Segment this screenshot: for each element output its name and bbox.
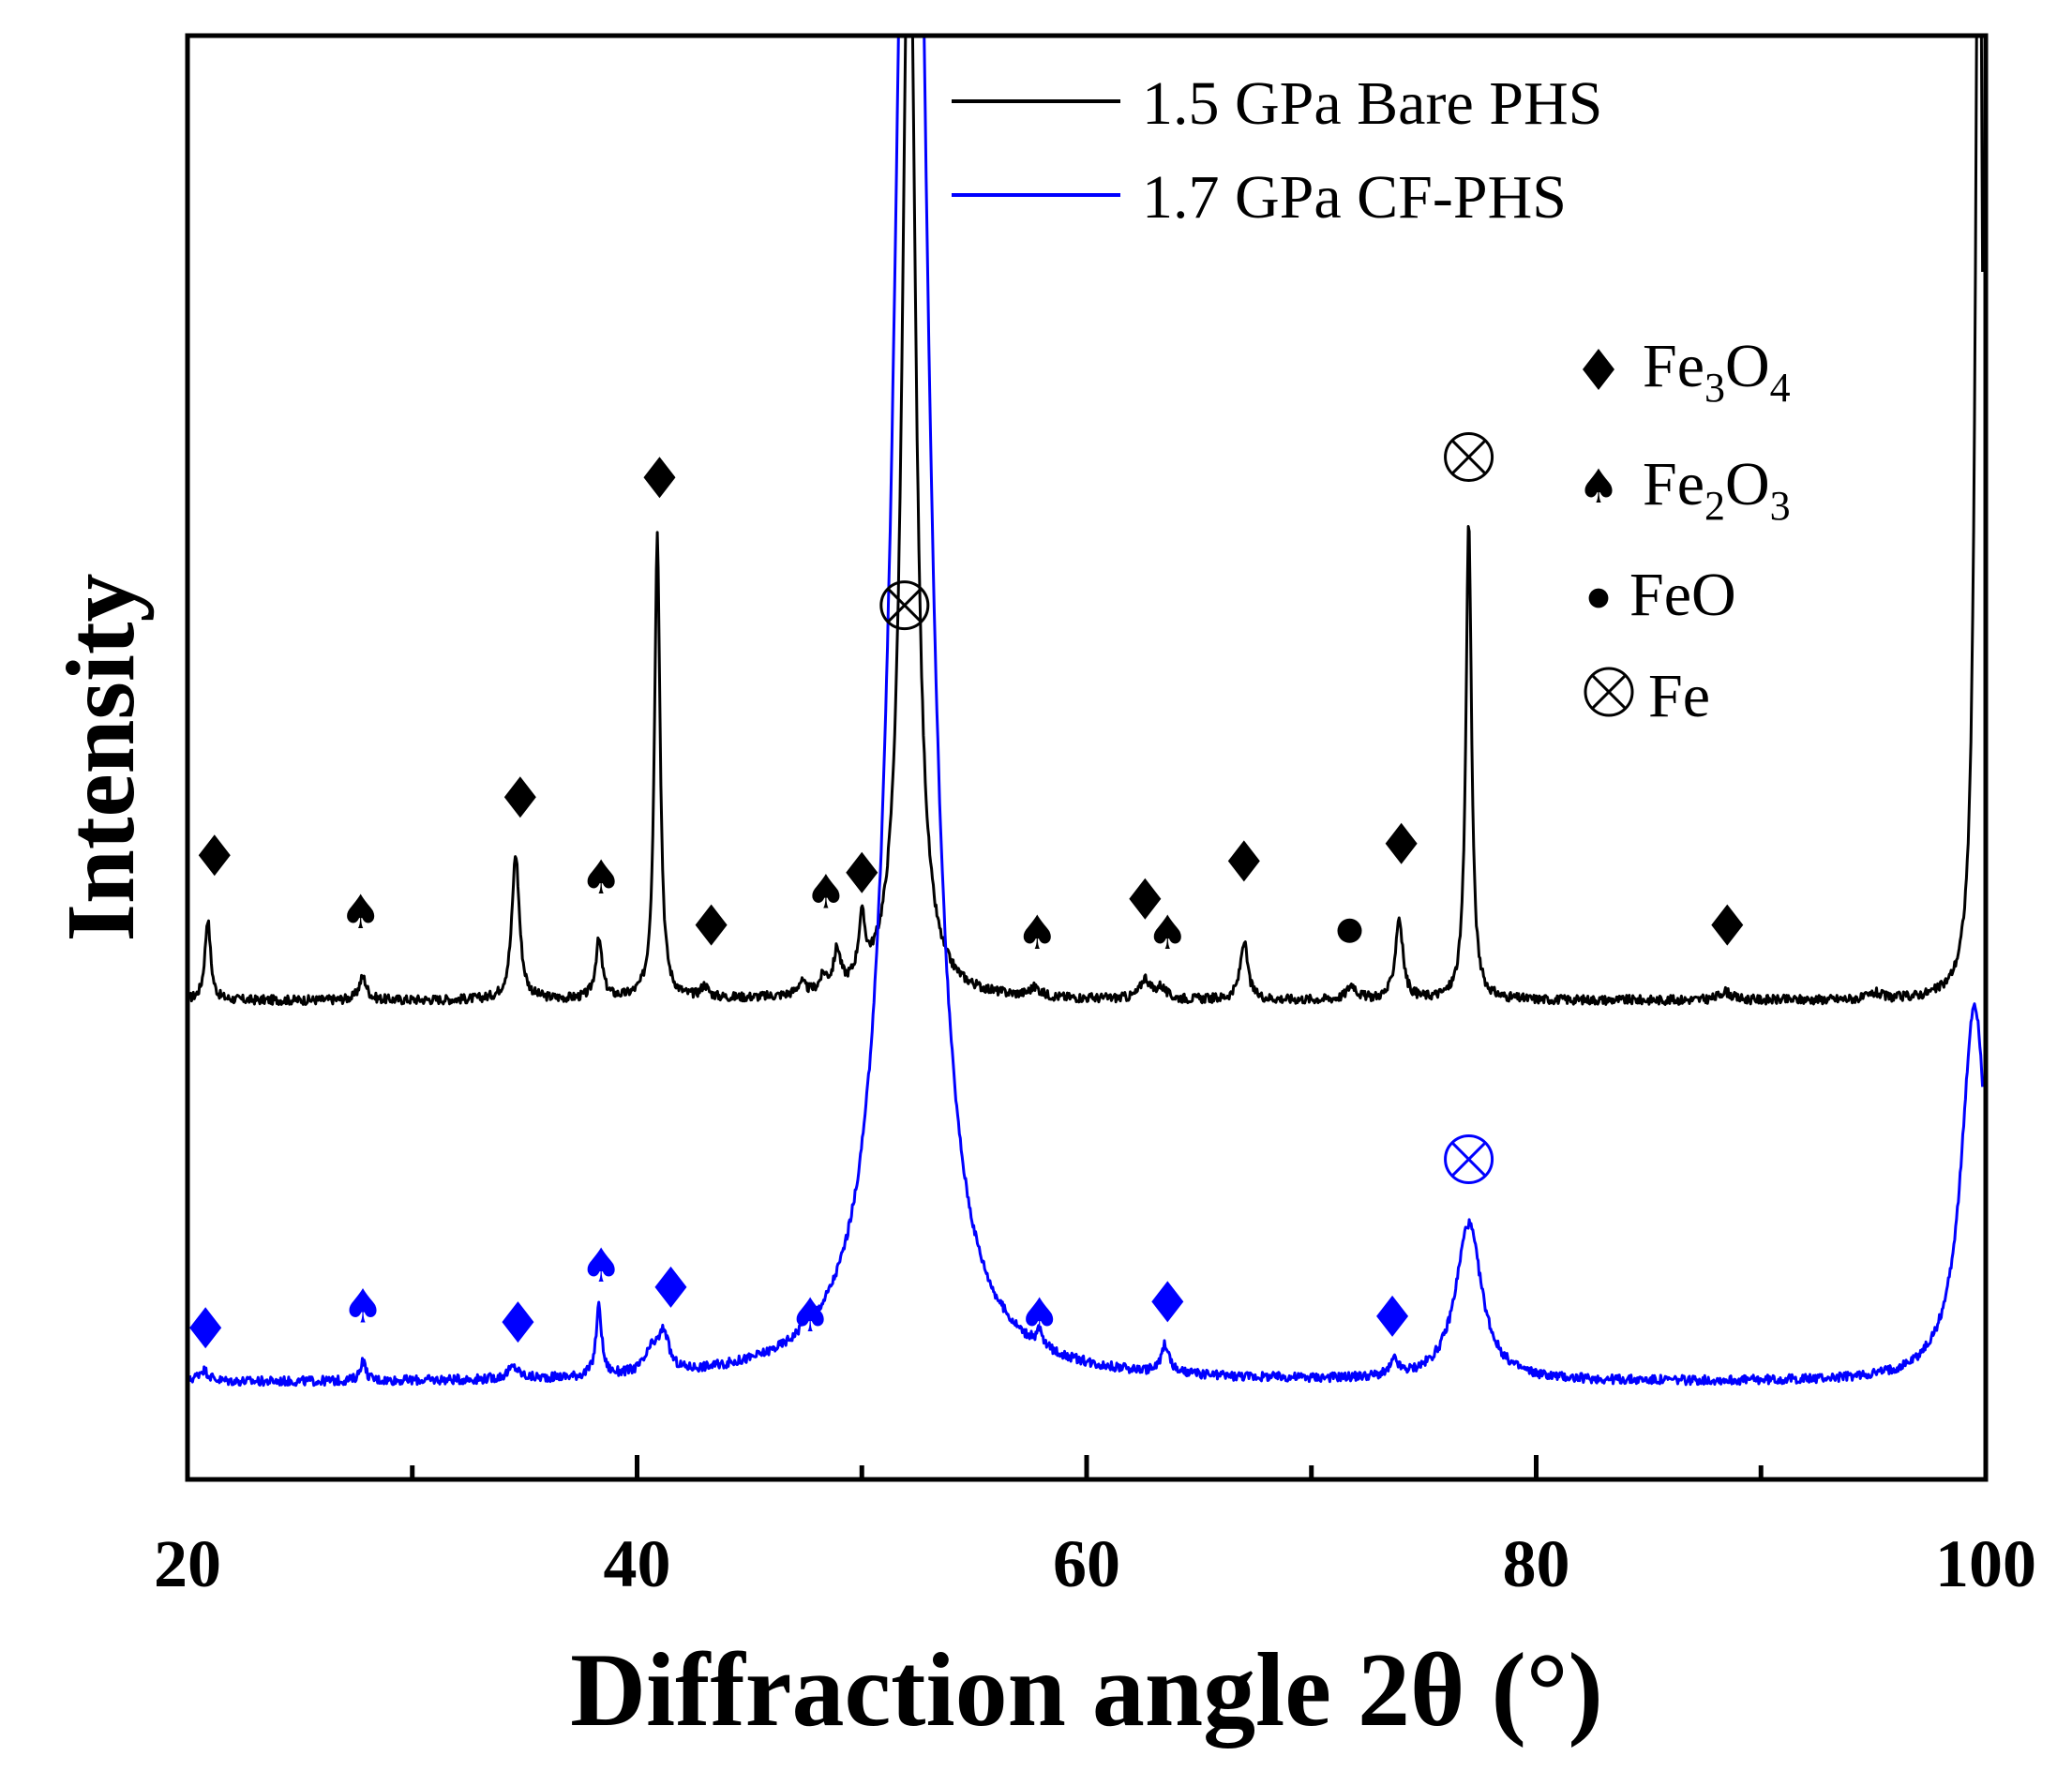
diamond-marker bbox=[654, 1266, 687, 1308]
x-tick-label: 80 bbox=[1503, 1526, 1570, 1601]
peak-annotations: ♠ ♠ ♠ ♠ ♠ ♠ ♠ ♠ ♠ bbox=[189, 432, 1744, 1349]
x-tick-label: 100 bbox=[1935, 1526, 2036, 1601]
y-axis-title: Intensity bbox=[47, 574, 155, 942]
legend-label-bare-phs: 1.5 GPa Bare PHS bbox=[1142, 69, 1602, 138]
phase-legend-fe2o3: Fe2O3 bbox=[1643, 450, 1791, 529]
x-tick-label: 20 bbox=[154, 1526, 221, 1601]
spade-marker: ♠ bbox=[789, 1288, 832, 1343]
spade-marker: ♠ bbox=[339, 885, 382, 939]
phase-legend-feo: FeO bbox=[1629, 561, 1736, 629]
dot-marker bbox=[1588, 588, 1609, 608]
spade-marker: ♠ bbox=[1018, 1288, 1060, 1343]
fe-marker bbox=[1444, 432, 1494, 482]
series-legend: 1.5 GPa Bare PHS 1.7 GPa CF-PHS bbox=[952, 69, 1602, 232]
series-line-cf-phs bbox=[188, 36, 1985, 1388]
diamond-marker bbox=[1151, 1281, 1184, 1323]
phase-legend-symbols: ♠ bbox=[1578, 349, 1634, 717]
spade-marker: ♠ bbox=[342, 1280, 384, 1334]
diamond-marker bbox=[502, 1301, 534, 1343]
diamond-marker bbox=[1227, 840, 1260, 882]
plot-frame bbox=[185, 33, 1989, 1482]
spade-marker: ♠ bbox=[1016, 906, 1059, 960]
spade-marker: ♠ bbox=[804, 865, 847, 920]
fe-marker bbox=[879, 580, 930, 631]
plot-area bbox=[188, 36, 1985, 1388]
diamond-marker bbox=[1385, 822, 1418, 864]
spade-marker: ♠ bbox=[580, 850, 623, 905]
dot-marker bbox=[1337, 918, 1362, 943]
diamond-marker bbox=[643, 457, 676, 499]
spade-marker: ♠ bbox=[1578, 459, 1620, 514]
diamond-marker bbox=[1376, 1295, 1409, 1337]
fe-marker bbox=[1584, 667, 1634, 717]
spade-marker: ♠ bbox=[1147, 906, 1189, 960]
diamond-marker bbox=[1129, 878, 1162, 920]
series-line-bare-phs bbox=[188, 36, 1985, 1006]
x-axis-ticks bbox=[185, 1455, 1989, 1479]
phase-legend-fe: Fe bbox=[1648, 662, 1710, 730]
diamond-marker bbox=[189, 1307, 222, 1349]
x-axis-title: Diffraction angle 2θ (°) bbox=[570, 1632, 1603, 1748]
diamond-marker bbox=[1711, 904, 1744, 946]
fe-marker bbox=[1444, 1134, 1494, 1184]
legend-label-cf-phs: 1.7 GPa CF-PHS bbox=[1142, 163, 1567, 232]
diamond-marker bbox=[198, 834, 231, 877]
diamond-marker bbox=[846, 851, 878, 893]
x-tick-label: 60 bbox=[1053, 1526, 1120, 1601]
x-tick-label: 40 bbox=[604, 1526, 671, 1601]
diamond-marker bbox=[1583, 349, 1614, 390]
diamond-marker bbox=[503, 776, 536, 818]
phase-legend-fe3o4: Fe3O4 bbox=[1643, 332, 1791, 411]
diamond-marker bbox=[695, 904, 728, 946]
phase-legend: Fe3O4 Fe2O3 FeO Fe bbox=[1629, 332, 1791, 730]
x-tick-labels: 20 40 60 80 100 bbox=[154, 1526, 2036, 1601]
spade-marker: ♠ bbox=[580, 1238, 623, 1293]
